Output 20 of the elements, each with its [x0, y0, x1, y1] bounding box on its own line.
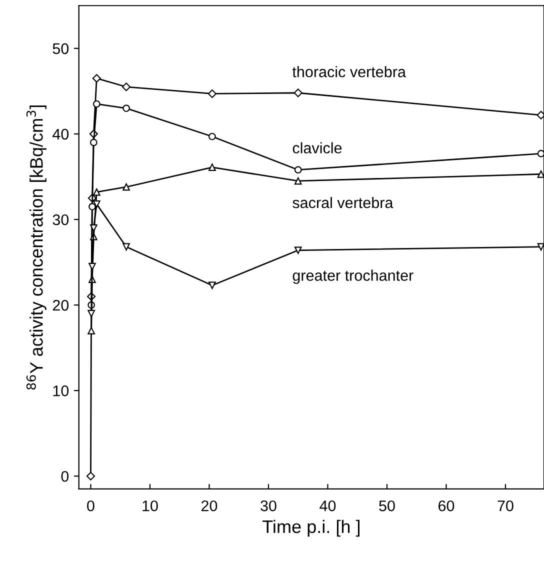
x-tick-label: 70 — [498, 500, 514, 512]
series-label: greater trochanter — [292, 270, 414, 284]
y-tick-label: 0 — [61, 470, 69, 482]
x-axis-title: Time p.i. [h ] — [262, 520, 360, 537]
y-axis-title: $^{86}$Y activity concentration [kBq/cm$^{3}$] — [26, 105, 46, 390]
x-tick-label: 10 — [142, 500, 158, 512]
x-tick-label: 60 — [438, 500, 454, 512]
y-tick-label: 50 — [52, 43, 69, 54]
x-tick-label: 30 — [260, 500, 276, 512]
series-label: thoracic vertebra — [292, 66, 406, 78]
y-tick-label: 30 — [52, 214, 69, 226]
y-tick-label: 40 — [52, 128, 69, 140]
series-label: sacral vertebra — [292, 196, 394, 208]
x-tick-label: 40 — [320, 500, 336, 512]
x-tick-label: 0 — [87, 500, 94, 512]
x-tick-label: 50 — [379, 500, 395, 512]
series-label: clavicle — [292, 142, 342, 154]
x-tick-label: 20 — [202, 500, 218, 512]
y-tick-label: 20 — [52, 300, 69, 311]
y-tick-label: 10 — [53, 385, 69, 396]
